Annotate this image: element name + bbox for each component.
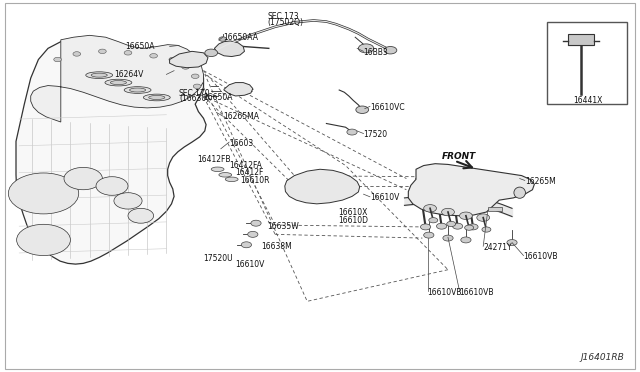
Circle shape xyxy=(169,57,177,62)
Text: 17520U: 17520U xyxy=(204,254,233,263)
Polygon shape xyxy=(170,51,208,68)
Circle shape xyxy=(128,208,154,223)
Ellipse shape xyxy=(129,88,146,92)
Circle shape xyxy=(356,106,369,113)
Text: 16412FA: 16412FA xyxy=(229,161,262,170)
Ellipse shape xyxy=(110,81,127,84)
Ellipse shape xyxy=(148,96,165,99)
Text: 16638M: 16638M xyxy=(261,242,292,251)
Circle shape xyxy=(507,240,517,246)
Bar xyxy=(547,22,627,104)
Circle shape xyxy=(96,177,128,195)
Circle shape xyxy=(452,223,463,229)
Text: 16610VB: 16610VB xyxy=(428,288,462,296)
Circle shape xyxy=(205,49,218,57)
Text: 16610V: 16610V xyxy=(370,193,399,202)
Ellipse shape xyxy=(219,173,232,177)
Circle shape xyxy=(436,223,447,229)
Bar xyxy=(488,207,502,211)
Text: 16610VC: 16610VC xyxy=(370,103,404,112)
Ellipse shape xyxy=(91,73,108,77)
Circle shape xyxy=(8,173,79,214)
Circle shape xyxy=(73,52,81,56)
Text: 24271Y: 24271Y xyxy=(483,243,512,252)
Text: 16412F: 16412F xyxy=(236,169,264,177)
Polygon shape xyxy=(214,41,244,57)
Circle shape xyxy=(248,231,258,237)
Circle shape xyxy=(114,193,142,209)
Circle shape xyxy=(420,224,431,230)
Circle shape xyxy=(251,220,261,226)
Circle shape xyxy=(424,205,436,212)
Text: 16265MA: 16265MA xyxy=(223,112,259,121)
Text: 16441X: 16441X xyxy=(573,96,602,105)
Circle shape xyxy=(347,129,357,135)
Circle shape xyxy=(447,221,456,227)
Circle shape xyxy=(99,49,106,54)
Circle shape xyxy=(54,57,61,62)
Text: 16610R: 16610R xyxy=(240,176,269,185)
Circle shape xyxy=(465,225,474,230)
Circle shape xyxy=(150,54,157,58)
Circle shape xyxy=(468,224,478,230)
Circle shape xyxy=(219,37,227,41)
Polygon shape xyxy=(224,83,253,96)
Circle shape xyxy=(460,212,472,219)
Circle shape xyxy=(191,74,199,78)
Text: SEC.170: SEC.170 xyxy=(179,89,210,97)
Circle shape xyxy=(461,237,471,243)
Text: 16650A: 16650A xyxy=(125,42,154,51)
Text: SEC.173: SEC.173 xyxy=(268,12,299,21)
Text: 16635W: 16635W xyxy=(268,222,300,231)
Circle shape xyxy=(182,65,189,69)
Text: 16610D: 16610D xyxy=(338,216,368,225)
Circle shape xyxy=(193,84,201,89)
Ellipse shape xyxy=(124,87,151,93)
Text: (16630): (16630) xyxy=(180,94,210,103)
Circle shape xyxy=(17,224,70,256)
Circle shape xyxy=(124,51,132,55)
Circle shape xyxy=(482,227,491,232)
Text: 16265M: 16265M xyxy=(525,177,556,186)
Text: J16401RB: J16401RB xyxy=(580,353,624,362)
Circle shape xyxy=(429,218,438,223)
Text: 16264V: 16264V xyxy=(114,70,143,79)
Text: 16650AA: 16650AA xyxy=(223,33,258,42)
Text: 16603: 16603 xyxy=(229,139,253,148)
Circle shape xyxy=(442,208,454,216)
Text: FRONT: FRONT xyxy=(442,153,476,161)
Ellipse shape xyxy=(86,72,113,78)
Circle shape xyxy=(64,167,102,190)
Polygon shape xyxy=(16,40,206,264)
Text: 16610X: 16610X xyxy=(338,208,367,217)
Ellipse shape xyxy=(143,94,170,101)
Circle shape xyxy=(358,44,374,53)
Ellipse shape xyxy=(105,79,132,86)
Ellipse shape xyxy=(211,167,224,171)
Text: 16BB3: 16BB3 xyxy=(364,48,388,57)
Polygon shape xyxy=(31,35,204,122)
Polygon shape xyxy=(285,169,360,204)
Text: 16610V: 16610V xyxy=(236,260,265,269)
Circle shape xyxy=(241,242,252,248)
Ellipse shape xyxy=(514,187,525,198)
Text: 16650A: 16650A xyxy=(204,93,233,102)
Text: 16610VB: 16610VB xyxy=(524,252,558,261)
Ellipse shape xyxy=(225,177,238,182)
Text: 16412FB: 16412FB xyxy=(197,155,230,164)
Bar xyxy=(568,34,594,45)
Polygon shape xyxy=(408,164,534,216)
Circle shape xyxy=(384,46,397,54)
Text: 17520: 17520 xyxy=(364,130,388,139)
Text: (17502Q): (17502Q) xyxy=(268,18,303,27)
Text: 16610VB: 16610VB xyxy=(460,288,494,296)
Circle shape xyxy=(477,214,490,221)
Circle shape xyxy=(443,235,453,241)
Circle shape xyxy=(424,232,434,238)
